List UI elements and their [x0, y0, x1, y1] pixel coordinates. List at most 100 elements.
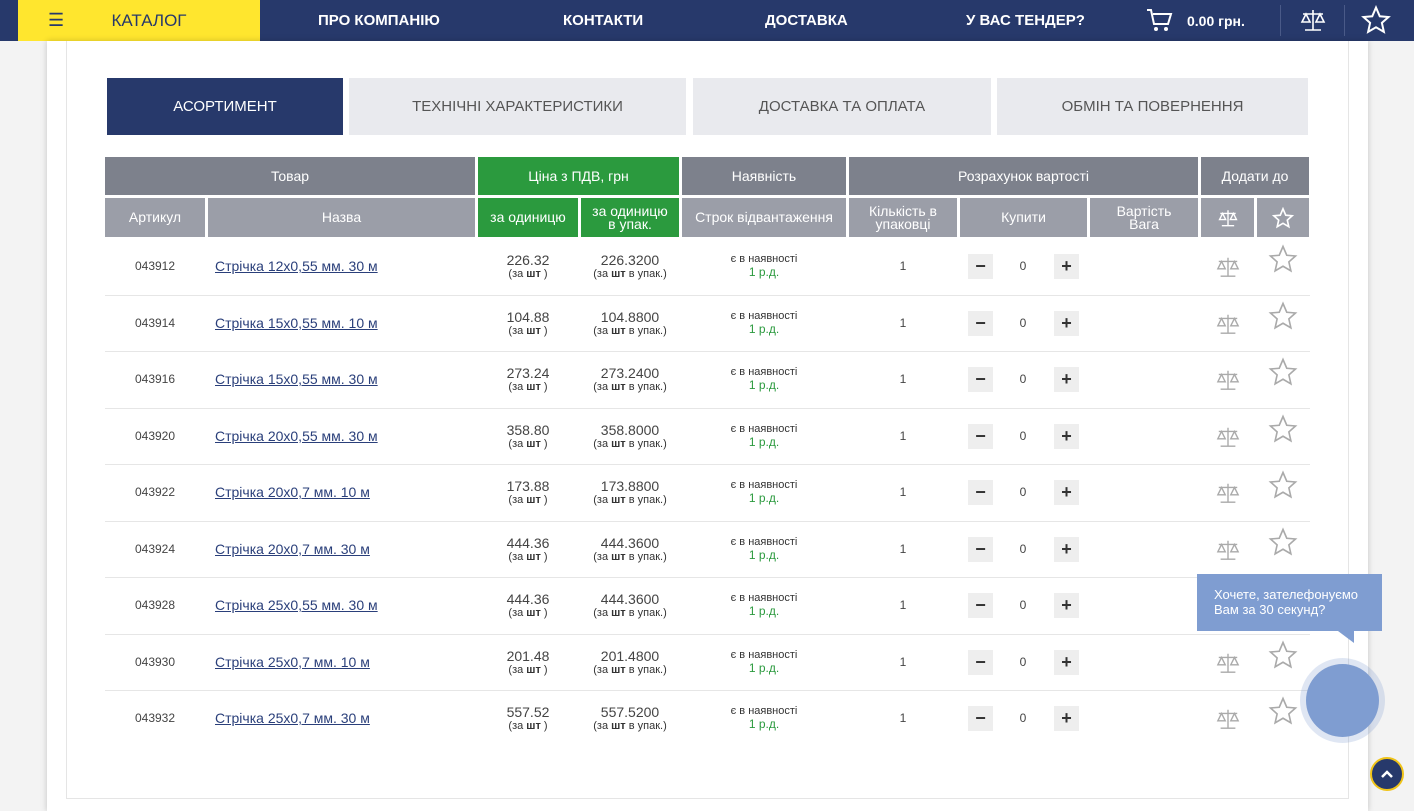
product-link[interactable]: Стрічка 25х0,7 мм. 10 м	[215, 653, 370, 670]
plus-button[interactable]: +	[1054, 254, 1079, 279]
catalog-button[interactable]: ☰ КАТАЛОГ	[18, 0, 260, 41]
price-note: (за шт в упак.)	[593, 325, 667, 337]
plus-button[interactable]: +	[1054, 423, 1079, 449]
minus-button[interactable]: −	[968, 367, 993, 392]
tab[interactable]: ДОСТАВКА ТА ОПЛАТА	[693, 78, 991, 135]
header-cell: Вартість Вага	[1090, 198, 1198, 237]
stock: є в наявності 1 р.д.	[682, 408, 846, 465]
plus-button[interactable]: +	[1054, 536, 1079, 562]
minus-button[interactable]: −	[968, 593, 993, 618]
compare-icon[interactable]	[1299, 7, 1327, 33]
minus-button[interactable]: −	[968, 706, 993, 731]
tab[interactable]: ТЕХНІЧНІ ХАРАКТЕРИСТИКИ	[349, 78, 686, 135]
scroll-top[interactable]	[1370, 757, 1404, 791]
nav-link[interactable]: У ВАС ТЕНДЕР?	[966, 12, 1085, 29]
product-link[interactable]: Стрічка 20х0,7 мм. 10 м	[215, 484, 370, 501]
price-text: 173.88	[506, 478, 550, 495]
price-text: 444.3600	[600, 534, 660, 551]
favorite-button[interactable]	[1257, 639, 1309, 670]
plus-button[interactable]: +	[1054, 593, 1079, 618]
favorite-button[interactable]	[1257, 413, 1309, 444]
divider	[1344, 5, 1345, 36]
tab[interactable]: ОБМІН ТА ПОВЕРНЕННЯ	[997, 78, 1308, 135]
product-link[interactable]: Стрічка 12х0,55 мм. 30 м	[215, 258, 378, 275]
price-text: 226.32	[506, 252, 550, 269]
stock-text: є в наявності	[730, 479, 798, 492]
minus-button[interactable]: −	[968, 423, 993, 449]
nav-link[interactable]: ДОСТАВКА	[765, 12, 848, 29]
minus-button[interactable]: −	[968, 649, 993, 675]
compare-button[interactable]	[1201, 648, 1254, 678]
plus-button[interactable]: +	[1054, 706, 1079, 731]
stock-text: є в наявності	[730, 422, 798, 435]
note-text: (за	[593, 381, 609, 394]
article: 043922	[105, 464, 205, 521]
buy-qty-text: 0	[1019, 541, 1027, 556]
price-note: (за шт в упак.)	[593, 664, 667, 676]
pack-qty-text: 1	[899, 541, 907, 556]
compare-button[interactable]	[1201, 309, 1254, 339]
header-group: Розрахунок вартості	[849, 157, 1198, 195]
favorites-icon[interactable]	[1361, 5, 1391, 35]
stock: є в наявності 1 р.д.	[682, 238, 846, 295]
product-link[interactable]: Стрічка 20х0,55 мм. 30 м	[215, 427, 378, 444]
favorite-button[interactable]	[1257, 470, 1309, 500]
note-text: )	[543, 607, 548, 620]
favorite-button[interactable]	[1257, 526, 1309, 557]
article-text: 043924	[134, 541, 176, 556]
compare-button[interactable]	[1201, 422, 1254, 452]
callback-button[interactable]	[1306, 664, 1379, 737]
minus-button[interactable]: −	[968, 536, 993, 562]
pack-qty-text: 1	[899, 428, 907, 443]
product-link[interactable]: Стрічка 15х0,55 мм. 10 м	[215, 314, 378, 331]
favorite-button[interactable]	[1257, 244, 1309, 274]
nav-link[interactable]: ПРО КОМПАНІЮ	[318, 12, 440, 29]
compare-button[interactable]	[1201, 704, 1254, 734]
row-divider	[105, 351, 1310, 352]
buy-qty: 0	[1008, 634, 1038, 691]
note-text: (за	[508, 720, 524, 733]
stock-text: є в наявності	[730, 705, 798, 718]
price-note: (за шт в упак.)	[593, 268, 667, 280]
favorite-button[interactable]	[1257, 696, 1309, 726]
minus-button[interactable]: −	[968, 254, 993, 279]
row-divider	[105, 464, 1310, 465]
favorite-button[interactable]	[1257, 357, 1309, 387]
product-link[interactable]: Стрічка 20х0,7 мм. 30 м	[215, 540, 370, 557]
plus-button[interactable]: +	[1054, 480, 1079, 505]
plus-button[interactable]: +	[1054, 310, 1079, 336]
note-text: (за	[508, 494, 524, 507]
compare-button[interactable]	[1201, 535, 1254, 565]
content-inner	[66, 41, 1349, 799]
product-link[interactable]: Стрічка 25х0,7 мм. 30 м	[215, 710, 370, 727]
lead-time: 1 р.д.	[748, 660, 780, 675]
minus-button[interactable]: −	[968, 480, 993, 505]
compare-button[interactable]	[1201, 365, 1254, 395]
stock: є в наявності 1 р.д.	[682, 351, 846, 408]
buy-qty-text: 0	[1019, 598, 1027, 613]
callback-bubble[interactable]: Хочете, зателефонуємо Вам за 30 секунд?	[1197, 574, 1382, 631]
cart-total[interactable]: 0.00 грн.	[1187, 12, 1245, 29]
product-link[interactable]: Стрічка 15х0,55 мм. 30 м	[215, 371, 378, 388]
buy-qty-text: 0	[1019, 428, 1027, 443]
header-cell: Купити	[960, 198, 1087, 237]
note-text: в упак.)	[628, 494, 667, 507]
tab-active[interactable]: АСОРТИМЕНТ	[107, 78, 343, 135]
note-unit: шт	[611, 607, 626, 620]
nav-link[interactable]: КОНТАКТИ	[563, 12, 644, 29]
favorite-button[interactable]	[1257, 300, 1309, 331]
compare-button[interactable]	[1201, 478, 1254, 508]
price-note: (за шт )	[508, 664, 547, 676]
pack-qty: 1	[849, 408, 957, 465]
product-link[interactable]: Стрічка 25х0,55 мм. 30 м	[215, 597, 378, 614]
compare-button[interactable]	[1201, 252, 1254, 282]
price-text: 358.8000	[600, 421, 660, 438]
plus-button[interactable]: +	[1054, 367, 1079, 392]
stock: є в наявності 1 р.д.	[682, 634, 846, 691]
lead-time: 1 р.д.	[748, 321, 780, 336]
cart-icon[interactable]	[1145, 7, 1173, 33]
pack-price: 201.4800 (за шт в упак.)	[581, 634, 679, 691]
minus-button[interactable]: −	[968, 310, 993, 336]
plus-button[interactable]: +	[1054, 649, 1079, 675]
lead-time: 1 р.д.	[748, 547, 780, 562]
